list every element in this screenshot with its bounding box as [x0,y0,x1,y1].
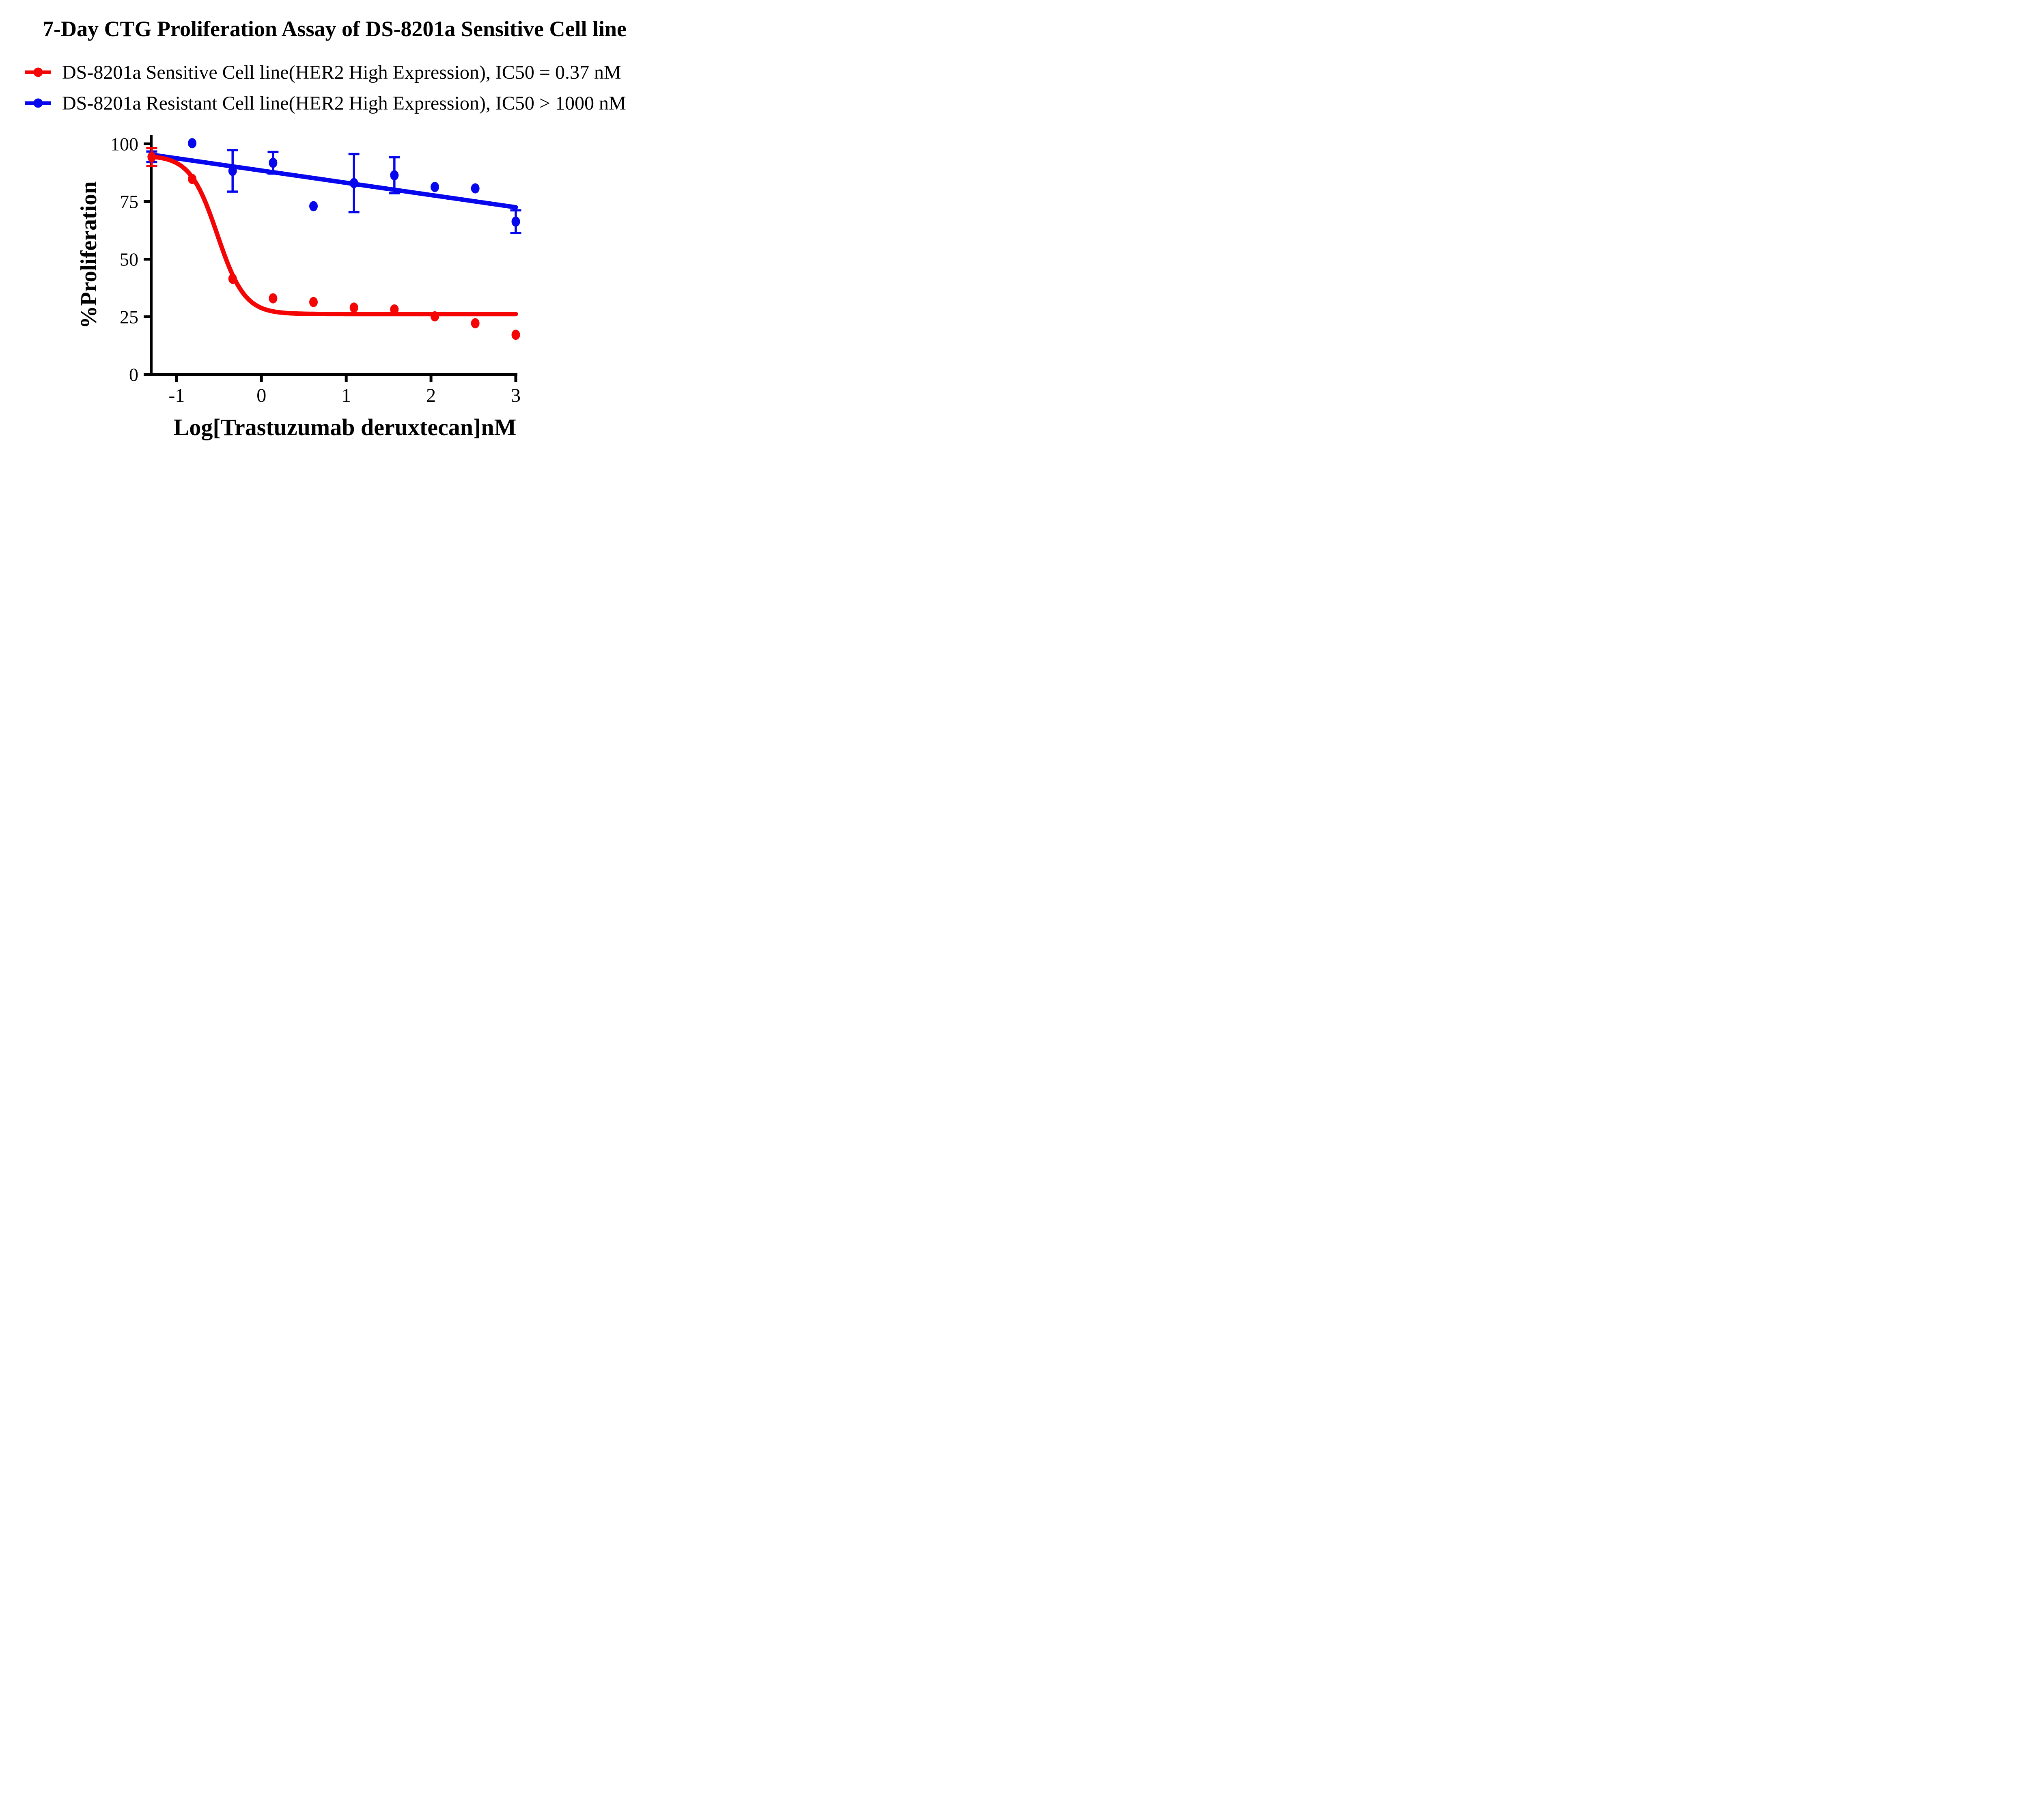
resistant-point [269,157,278,168]
chart-page: 7-Day CTG Proliferation Assay of DS-8201… [0,0,669,455]
x-tick-label: 2 [426,385,436,406]
x-axis-title: Log[Trastuzumab deruxtecan]nM [174,414,517,440]
y-tick-label: 0 [129,364,138,385]
resistant-point [309,201,318,211]
resistant-point [390,170,399,181]
legend-item-sensitive: DS-8201a Sensitive Cell line(HER2 High E… [0,61,621,84]
legend-item-label: DS-8201a Sensitive Cell line(HER2 High E… [62,61,621,83]
sensitive-point [430,311,439,321]
sensitive-point [471,318,480,328]
resistant-point [349,178,358,188]
resistant-point [471,183,480,194]
resistant-point [511,216,520,227]
y-tick-label: 25 [120,307,138,328]
x-tick-label: -1 [168,385,185,406]
y-tick-label: 75 [120,192,138,212]
y-tick-label: 50 [120,249,138,270]
y-tick-label: 100 [110,134,138,155]
legend-item-label: DS-8201a Resistant Cell line(HER2 High E… [62,92,626,114]
sensitive-point [269,293,278,304]
resistant-point [188,138,197,149]
sensitive-point [390,304,399,315]
chart-svg: 0 25 50 75 100 -1 0 1 2 3 %Proliferation Log[Trastu… [76,134,521,441]
legend-item-resistant: DS-8201a Resistant Cell line(HER2 High E… [0,92,626,114]
sensitive-fit-curve [149,154,518,317]
legend-marker-dot [33,98,43,108]
resistant-fit-line [149,152,518,210]
sensitive-point [309,297,318,307]
chart-title: 7-Day CTG Proliferation Assay of DS-8201… [43,17,627,41]
resistant-point [430,182,439,192]
sensitive-point [188,174,197,184]
sensitive-series-marker-icon [25,67,51,77]
y-axis-title: %Proliferation [76,181,101,329]
x-tick-label: 3 [511,385,521,406]
x-tick-label: 0 [256,385,266,406]
sensitive-point [511,330,520,340]
sensitive-point [349,302,358,313]
resistant-series [146,138,521,234]
sensitive-point [147,152,156,162]
resistant-series-marker-icon [25,98,51,108]
axes: 0 25 50 75 100 -1 0 1 2 3 %Proliferation Log[Trastu… [76,134,521,441]
resistant-point [228,166,237,176]
x-tick-label: 1 [341,385,351,406]
sensitive-series [146,147,520,340]
legend-marker-dot [33,67,43,77]
sensitive-point [228,274,237,284]
